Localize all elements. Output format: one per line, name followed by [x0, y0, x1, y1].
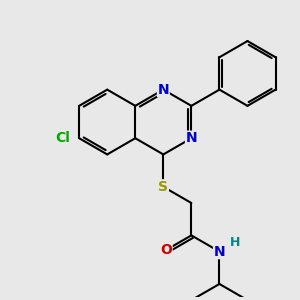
Text: N: N	[186, 131, 197, 145]
Text: O: O	[160, 243, 172, 257]
Text: H: H	[230, 236, 240, 249]
Text: Cl: Cl	[56, 131, 70, 145]
Text: N: N	[214, 244, 225, 259]
Text: S: S	[158, 180, 168, 194]
Text: N: N	[158, 82, 169, 97]
